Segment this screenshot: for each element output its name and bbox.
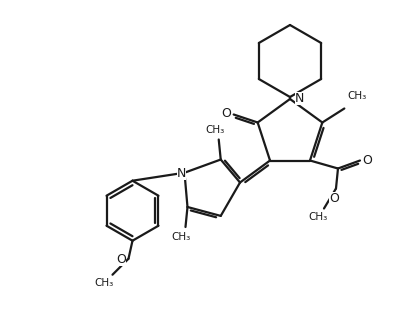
Text: CH₃: CH₃ xyxy=(205,125,224,135)
Text: O: O xyxy=(362,154,372,167)
Text: O: O xyxy=(329,192,339,205)
Text: CH₃: CH₃ xyxy=(347,92,366,101)
Text: CH₃: CH₃ xyxy=(172,232,191,242)
Text: N: N xyxy=(295,92,305,105)
Text: O: O xyxy=(116,253,126,266)
Text: CH₃: CH₃ xyxy=(308,211,328,222)
Text: N: N xyxy=(177,167,186,180)
Text: CH₃: CH₃ xyxy=(95,278,114,288)
Text: O: O xyxy=(222,107,232,120)
